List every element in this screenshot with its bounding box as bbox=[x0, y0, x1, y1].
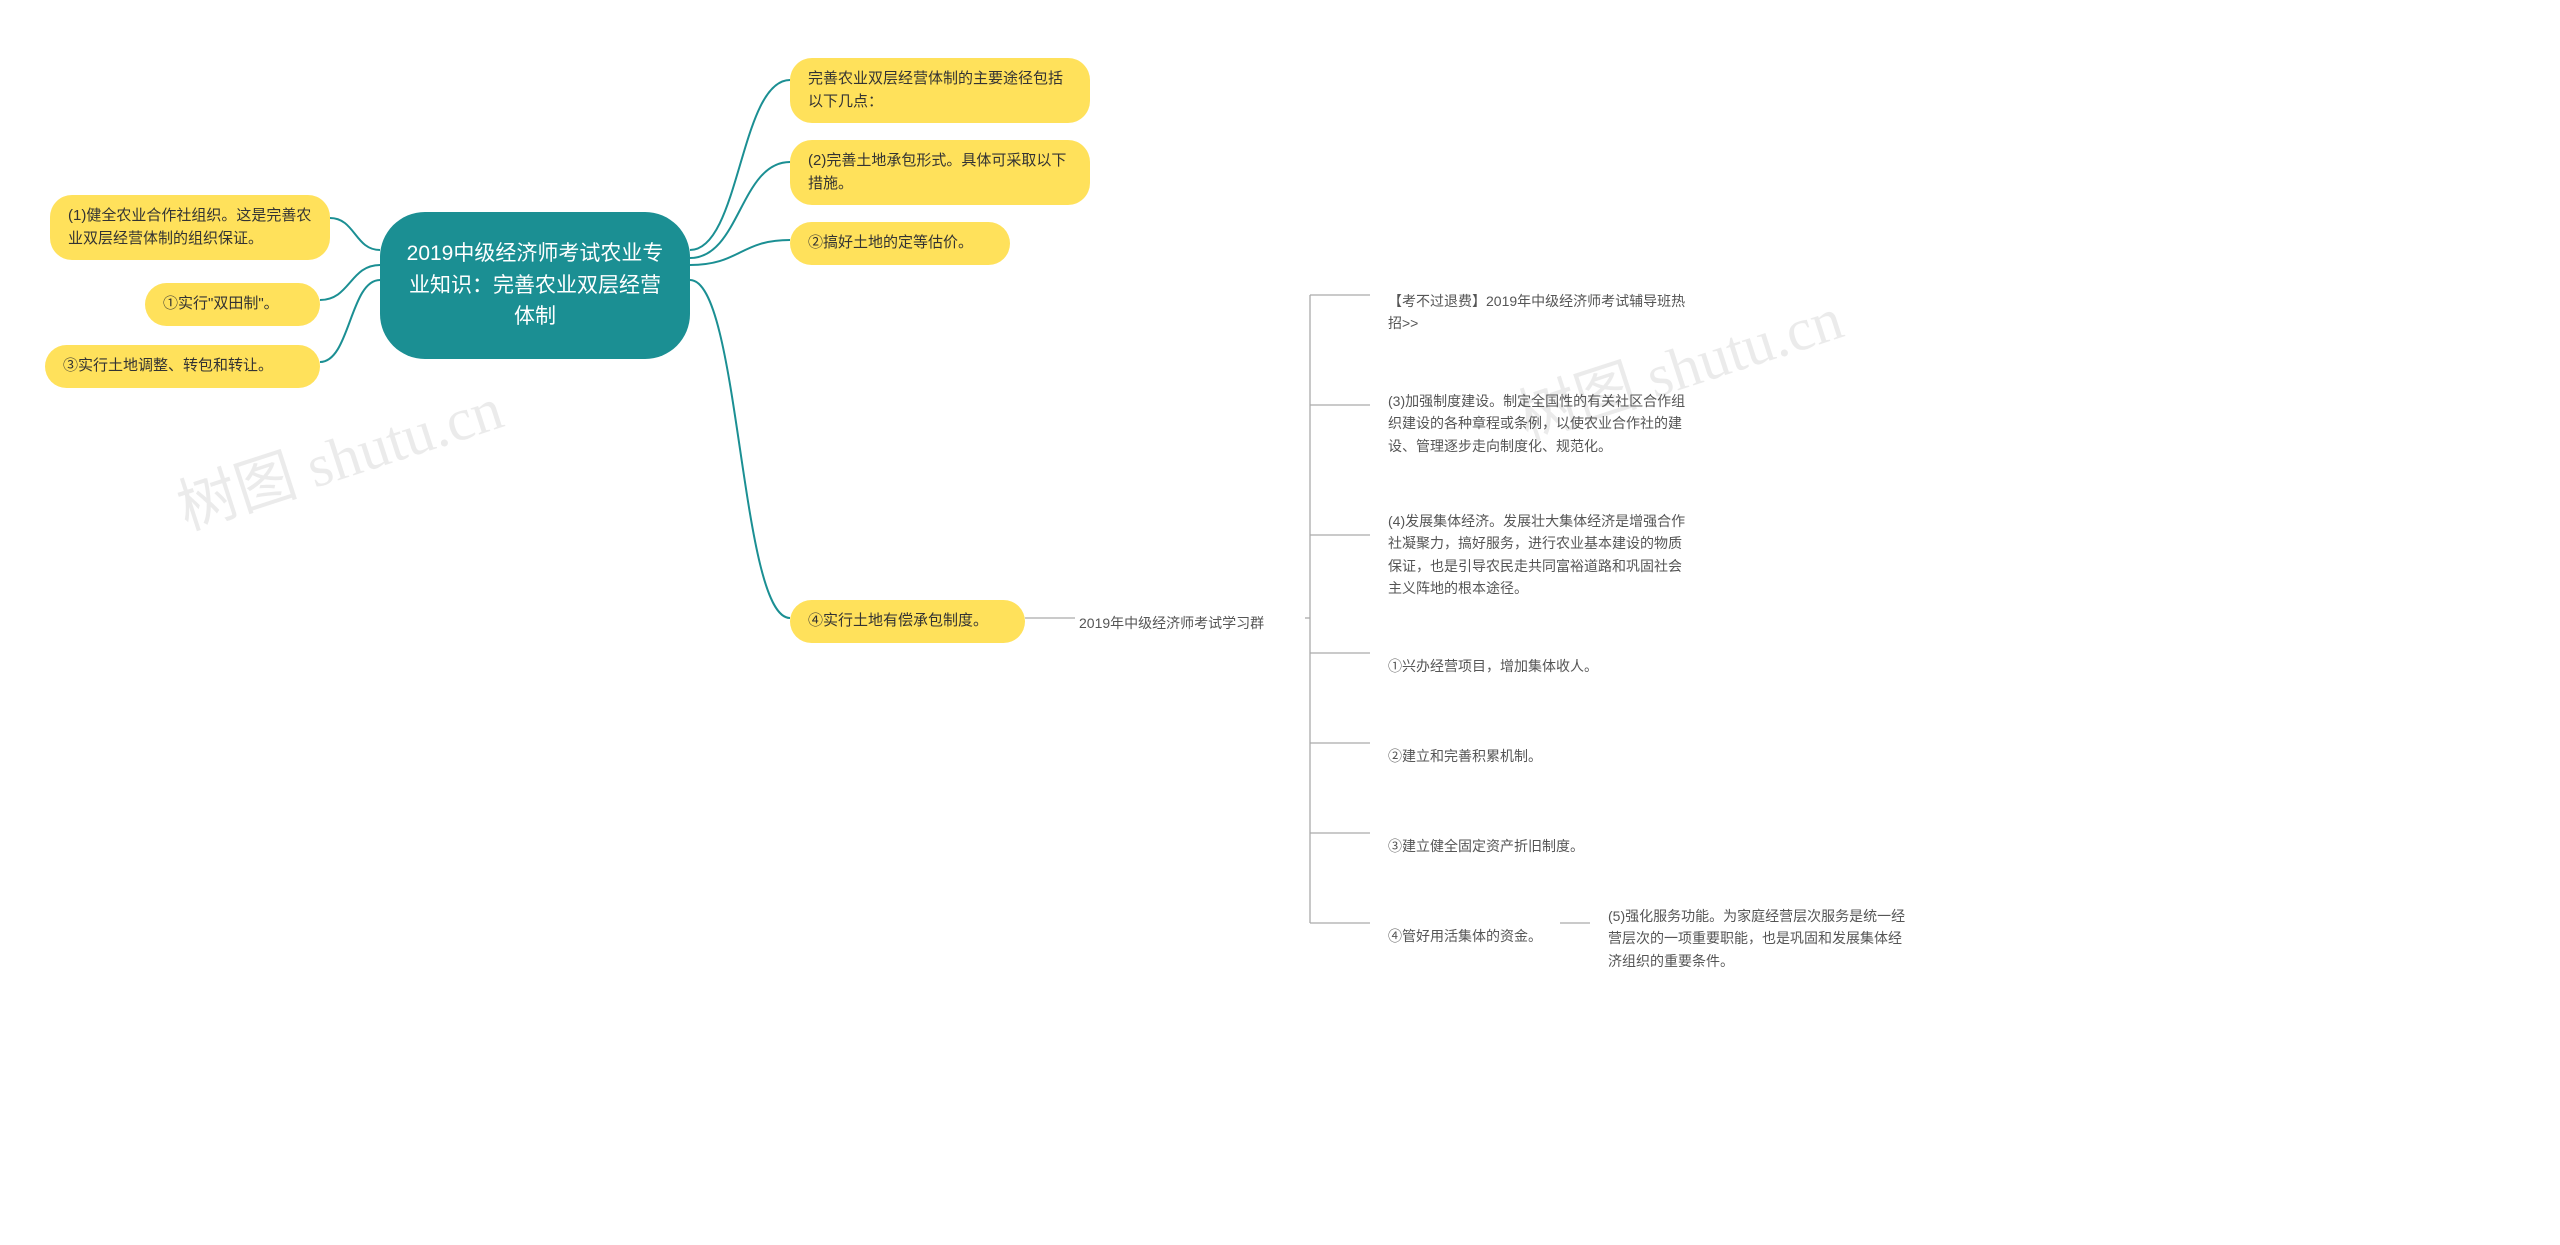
watermark-1: 树图 shutu.cn bbox=[165, 360, 512, 547]
leaf-4: ①兴办经营项目，增加集体收人。 bbox=[1370, 645, 1616, 687]
right-node-1[interactable]: 完善农业双层经营体制的主要途径包括以下几点： bbox=[790, 58, 1090, 123]
leaf-7-sub: (5)强化服务功能。为家庭经营层次服务是统一经营层次的一项重要职能，也是巩固和发… bbox=[1590, 895, 1930, 982]
right-node-4[interactable]: ④实行土地有偿承包制度。 bbox=[790, 600, 1025, 643]
left-node-3[interactable]: ③实行土地调整、转包和转让。 bbox=[45, 345, 320, 388]
leaf-6: ③建立健全固定资产折旧制度。 bbox=[1370, 825, 1602, 867]
center-node[interactable]: 2019中级经济师考试农业专业知识：完善农业双层经营体制 bbox=[380, 212, 690, 359]
leaf-2: (3)加强制度建设。制定全国性的有关社区合作组织建设的各种章程或条例，以使农业合… bbox=[1370, 380, 1710, 467]
right-node-3[interactable]: ②搞好土地的定等估价。 bbox=[790, 222, 1010, 265]
leaf-7: ④管好用活集体的资金。 bbox=[1370, 915, 1560, 957]
connector-layer bbox=[0, 0, 2560, 1245]
right-node-2[interactable]: (2)完善土地承包形式。具体可采取以下措施。 bbox=[790, 140, 1090, 205]
left-node-1[interactable]: (1)健全农业合作社组织。这是完善农业双层经营体制的组织保证。 bbox=[50, 195, 330, 260]
leaf-1: 【考不过退费】2019年中级经济师考试辅导班热招>> bbox=[1370, 280, 1710, 345]
left-node-2[interactable]: ①实行"双田制"。 bbox=[145, 283, 320, 326]
leaf-5: ②建立和完善积累机制。 bbox=[1370, 735, 1560, 777]
leaf-3: (4)发展集体经济。发展壮大集体经济是增强合作社凝聚力，搞好服务，进行农业基本建… bbox=[1370, 500, 1710, 610]
sub-label: 2019年中级经济师考试学习群 bbox=[1075, 610, 1268, 636]
